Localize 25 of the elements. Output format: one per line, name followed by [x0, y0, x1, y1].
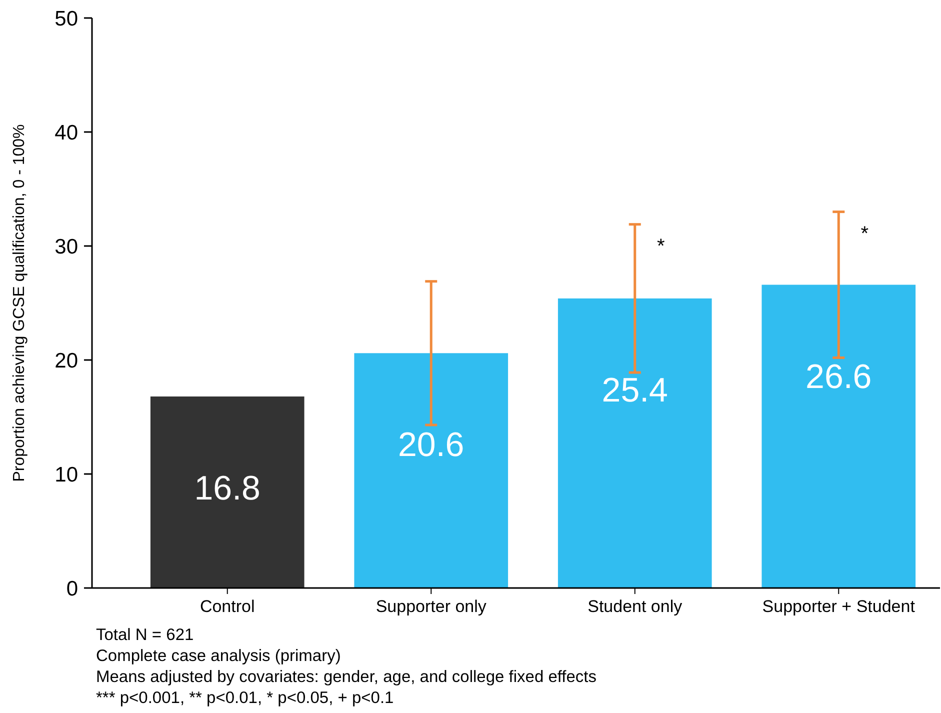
bar — [150, 396, 304, 588]
text: Means adjusted by covariates: gender, age, and college fixed effects — [96, 668, 597, 686]
text: *** p<0.001, ** p<0.01, * p<0.05, + p<0.1 — [96, 689, 394, 707]
data-label: 20.6 — [398, 426, 464, 464]
text: Total N = 621 — [96, 626, 194, 644]
y-tick-label: 50 — [54, 7, 78, 30]
data-label: 25.4 — [602, 371, 668, 410]
data-label: 26.6 — [806, 358, 872, 396]
y-tick-label: 20 — [54, 349, 78, 372]
text: Complete case analysis (primary) — [96, 647, 341, 665]
y-tick-label: 10 — [54, 463, 78, 486]
y-tick-label: 0 — [66, 577, 78, 600]
bar — [762, 284, 916, 588]
y-axis-title: Proportion achieving GCSE qualification, 0 - 100% — [11, 124, 28, 482]
bar — [354, 353, 508, 588]
annotation: * — [656, 235, 665, 258]
x-tick-label: Supporter + Student — [762, 597, 916, 616]
data-label: 16.8 — [194, 469, 260, 508]
y-tick-label: 30 — [54, 235, 78, 258]
annotation: * — [860, 222, 869, 245]
bar — [558, 298, 712, 588]
y-tick-label: 40 — [54, 121, 78, 144]
x-tick-label: Supporter only — [376, 597, 487, 616]
x-tick-label: Control — [200, 597, 255, 616]
x-tick-label: Student only — [588, 597, 683, 616]
